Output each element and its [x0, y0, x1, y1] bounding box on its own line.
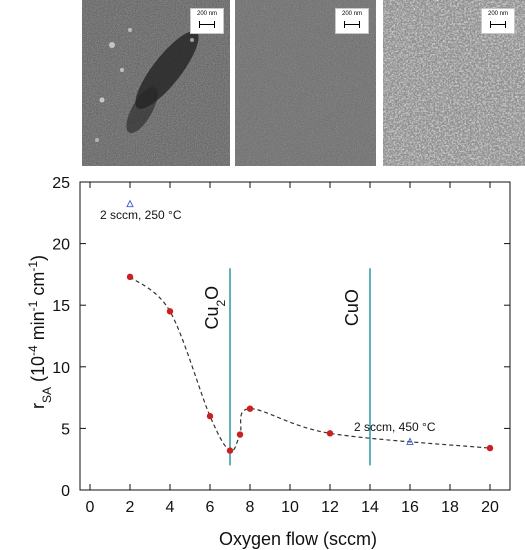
data-point — [246, 405, 254, 412]
x-tick-label: 18 — [441, 499, 459, 516]
rate-vs-oxygen-flow-chart: Cu2O CuO 0 2 4 6 8 10 12 14 16 18 20 0 5 10 15 20 25 2 sc… — [26, 175, 511, 549]
data-point-triangle — [406, 437, 414, 445]
x-tick-label: 6 — [206, 499, 215, 516]
data-point-triangle — [126, 199, 134, 208]
annotations: 2 sccm, 250 °C 2 sccm, 450 °C — [100, 208, 436, 434]
x-tick-label: 14 — [361, 499, 379, 516]
annotation-label: 2 sccm, 250 °C — [100, 208, 182, 222]
sem-micrograph-2: 200 nm — [235, 0, 376, 166]
annotation-label: 2 sccm, 450 °C — [354, 420, 436, 434]
scale-bar: 200 nm — [481, 8, 515, 34]
scale-bar-label: 200 nm — [487, 11, 508, 17]
x-tick-label: 12 — [321, 499, 339, 516]
phase-lines: Cu2O CuO — [202, 268, 371, 466]
data-point — [486, 444, 494, 452]
data-point — [126, 273, 134, 281]
x-tick-label: 8 — [246, 499, 255, 516]
y-tick-label: 5 — [61, 421, 70, 438]
x-tick-label: 10 — [281, 499, 299, 516]
scale-bar-line — [344, 21, 360, 28]
data-points — [126, 199, 494, 454]
phase-label: Cu2O — [202, 286, 228, 330]
data-point — [206, 412, 214, 420]
y-axis-label: rSA (10-4 min-1 cm-1) — [26, 255, 54, 409]
y-tick-label: 10 — [52, 360, 70, 377]
x-tick-label: 0 — [86, 499, 95, 516]
y-tick-label: 0 — [61, 483, 70, 500]
data-point — [166, 308, 174, 315]
scale-bar-line — [199, 21, 215, 28]
y-tick-label: 25 — [52, 175, 70, 192]
scale-bar: 200 nm — [335, 8, 369, 34]
x-tick-label: 16 — [401, 499, 419, 516]
y-tick-label: 20 — [52, 237, 70, 254]
data-point — [236, 431, 244, 438]
x-tick-label: 4 — [166, 499, 175, 516]
chart-axes — [79, 181, 511, 491]
x-tick-label: 2 — [126, 499, 135, 516]
trend-line — [129, 276, 491, 452]
x-tick-label: 20 — [481, 499, 499, 516]
scale-bar-label: 200 nm — [196, 11, 217, 17]
sem-micrograph-3: 200 nm — [383, 0, 525, 166]
scale-bar: 200 nm — [190, 8, 224, 34]
plot-frame — [79, 181, 511, 491]
y-tick-label: 15 — [52, 298, 70, 315]
data-point — [326, 430, 334, 437]
data-point — [226, 447, 234, 454]
scale-bar-label: 200 nm — [341, 11, 362, 17]
x-axis-label: Oxygen flow (sccm) — [219, 529, 377, 549]
sem-micrograph-1: 200 nm — [82, 0, 230, 166]
scale-bar-line — [490, 21, 506, 28]
tick-labels: 0 2 4 6 8 10 12 14 16 18 20 0 5 10 15 20 25 — [52, 175, 499, 516]
phase-label: CuO — [342, 289, 362, 326]
